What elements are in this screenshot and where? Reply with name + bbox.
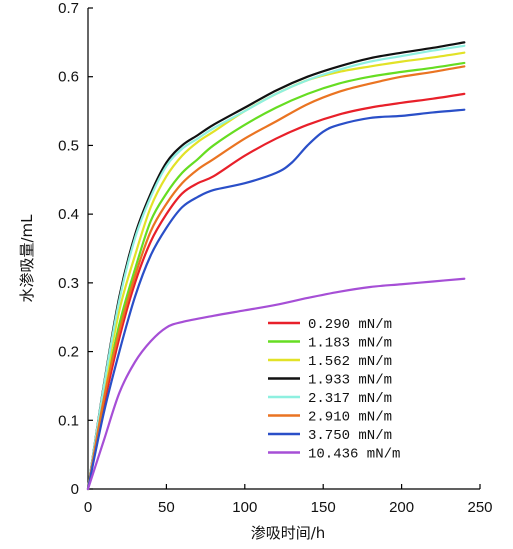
x-tick-label: 150 xyxy=(311,499,336,516)
series-line-6 xyxy=(86,108,466,491)
legend-label: 3.750 mN/m xyxy=(308,428,392,444)
legend: 0.290 mN/m 1.183 mN/m 1.562 mN/m 1.933 mN/m… xyxy=(268,317,400,463)
x-tick-label: 250 xyxy=(467,499,492,516)
x-tick-label: 0 xyxy=(84,499,92,516)
legend-label: 1.183 mN/m xyxy=(308,336,392,352)
legend-label: 2.910 mN/m xyxy=(308,410,392,426)
y-tick-label: 0.2 xyxy=(58,344,79,361)
axes xyxy=(87,8,480,490)
y-tick-label: 0 xyxy=(71,481,79,498)
series-line-4 xyxy=(86,44,466,491)
x-tick-label: 50 xyxy=(158,499,175,516)
legend-label: 1.562 mN/m xyxy=(308,354,392,370)
y-tick-label: 0.6 xyxy=(58,69,79,86)
y-tick-label: 0.4 xyxy=(58,206,79,223)
series-line-0 xyxy=(86,92,466,491)
legend-label: 2.317 mN/m xyxy=(308,391,392,407)
y-axis-title: 水渗吸量/mL xyxy=(18,214,36,303)
series-line-1 xyxy=(86,61,466,491)
series-group xyxy=(86,41,466,491)
legend-label: 1.933 mN/m xyxy=(308,373,392,389)
y-ticks: 0 0.1 0.2 0.3 0.4 0.5 0.6 0.7 xyxy=(58,0,93,498)
x-axis-title: 渗吸时间/h xyxy=(251,524,326,542)
series-line-5 xyxy=(86,65,466,491)
y-tick-label: 0.3 xyxy=(58,275,79,292)
y-tick-label: 0.5 xyxy=(58,137,79,154)
series-line-7 xyxy=(86,277,466,491)
y-tick-label: 0.1 xyxy=(58,412,79,429)
legend-label: 0.290 mN/m xyxy=(308,317,392,333)
x-tick-label: 200 xyxy=(389,499,414,516)
series-line-2 xyxy=(86,51,466,491)
y-tick-label: 0.7 xyxy=(58,0,79,17)
x-tick-label: 100 xyxy=(232,499,257,516)
legend-label: 10.436 mN/m xyxy=(308,447,400,463)
series-line-3 xyxy=(86,41,466,491)
